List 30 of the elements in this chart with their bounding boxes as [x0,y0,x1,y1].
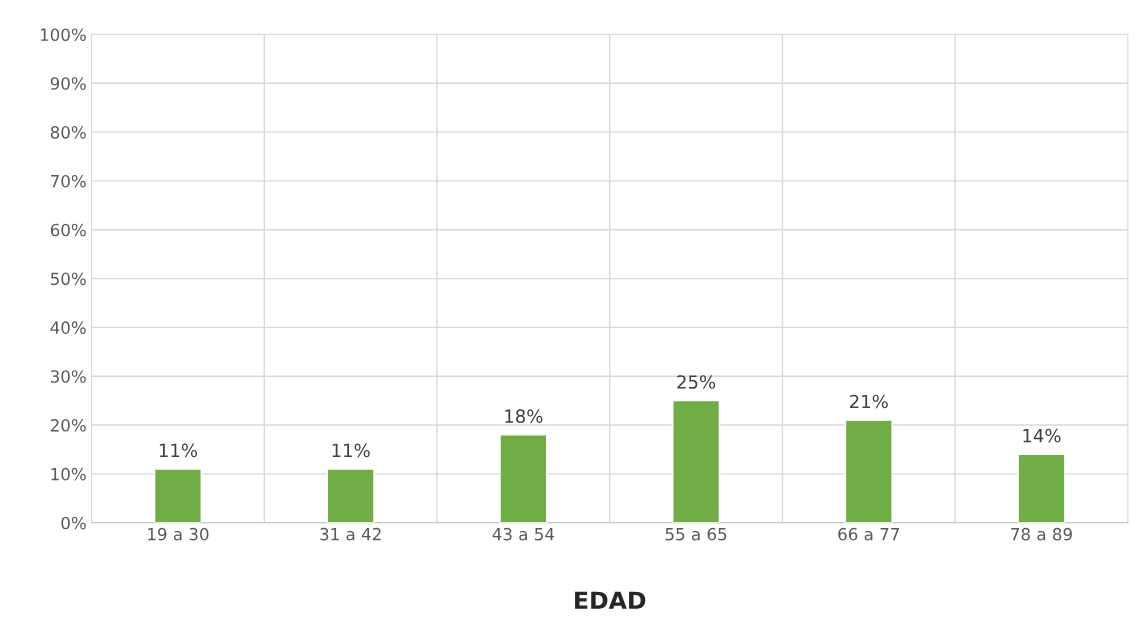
data-label: 11% [159,443,198,458]
y-tick-label: 30% [50,370,86,383]
y-tick-label: 40% [50,321,86,334]
bar [1017,453,1066,523]
x-tick-label: 43 a 54 [492,527,555,541]
y-tick-label: 90% [50,77,86,90]
y-tick-label: 60% [50,223,86,237]
x-tick-label: 78 a 89 [1011,527,1072,541]
x-tick-label: 66 a 77 [838,527,899,541]
y-tick-label: 80% [50,126,86,139]
x-tick-label: 19 a 30 [148,527,209,541]
y-tick-label: 70% [51,174,86,188]
y-tick-label: 50% [50,272,86,286]
data-label: 21% [850,394,888,409]
x-axis-title: EDAD [575,591,646,609]
data-label: 14% [1023,428,1061,443]
y-tick-label: 20% [50,419,86,432]
bar [326,468,375,523]
data-label: 25% [677,375,716,389]
x-tick-label: 31 a 42 [320,527,381,541]
data-label: 18% [505,409,543,423]
bar [153,468,202,523]
bar [672,399,721,523]
y-tick-label: 10% [51,467,86,481]
y-tick-label: 0% [61,516,86,530]
data-label: 11% [332,443,370,458]
bar [844,419,893,523]
x-tick-label: 55 a 65 [665,527,727,541]
bar [499,434,548,523]
y-tick-label: 100% [40,28,86,41]
